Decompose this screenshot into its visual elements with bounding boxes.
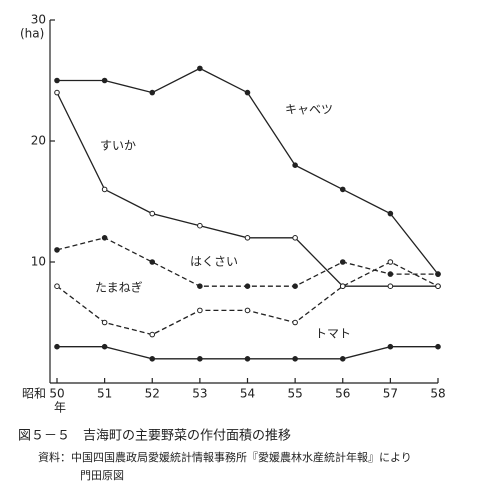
point [149, 210, 156, 217]
point [339, 259, 346, 265]
point [149, 356, 156, 362]
x-tick-label: 58 [430, 387, 445, 401]
x-suffix: 年 [54, 401, 66, 415]
point [149, 89, 156, 96]
point [197, 65, 203, 72]
x-tick-label: 57 [383, 387, 398, 401]
x-tick-label: 50 [49, 387, 64, 401]
point [244, 283, 251, 290]
point [101, 319, 108, 326]
x-tick-label: 51 [97, 387, 112, 401]
point [54, 343, 60, 350]
point [149, 331, 156, 338]
series-line [56, 92, 438, 287]
point [435, 343, 441, 350]
point [292, 319, 298, 326]
point [244, 89, 251, 96]
series-label: たまねぎ [95, 281, 143, 295]
x-tick-label: 55 [287, 387, 302, 401]
point [292, 235, 298, 241]
series-label: キャベツ [285, 103, 333, 117]
point [435, 283, 441, 290]
point [292, 283, 298, 290]
point [339, 356, 346, 362]
point [435, 271, 441, 277]
point [54, 283, 60, 290]
point [387, 259, 394, 265]
x-tick-label: 56 [335, 387, 350, 401]
point [244, 356, 251, 362]
point [292, 162, 298, 168]
series-label: トマト [315, 327, 351, 341]
point [54, 247, 60, 253]
x-tick-label: 53 [192, 387, 207, 401]
point [244, 307, 251, 314]
point [54, 77, 60, 84]
series-line [56, 237, 438, 287]
point [244, 235, 251, 241]
point [197, 283, 203, 290]
point [101, 343, 108, 350]
point [292, 356, 298, 362]
source: 資料：中国四国農政局愛媛統計情報事務所『愛媛農林水産統計年報』により [38, 450, 412, 464]
point [387, 283, 394, 290]
point [339, 283, 346, 290]
y-tick-label: 10 [31, 255, 46, 269]
point [101, 186, 108, 193]
point [197, 356, 203, 362]
author: 門田原図 [80, 469, 124, 482]
point [339, 186, 346, 193]
point [387, 343, 394, 350]
y-tick-label: 20 [31, 134, 46, 148]
y-unit: (ha) [20, 27, 44, 41]
y-tick-label: 30 [31, 13, 46, 27]
point [197, 222, 203, 229]
point [387, 271, 394, 277]
series-label: はくさい [190, 255, 238, 269]
point [101, 77, 108, 84]
series-line [56, 261, 439, 336]
series-label: すいか [100, 139, 136, 153]
x-tick-label: 52 [145, 387, 160, 401]
caption: 図５－５ 吉海町の主要野菜の作付面積の推移 [18, 429, 291, 444]
point [149, 259, 156, 265]
x-tick-label: 54 [240, 387, 255, 401]
point [387, 210, 394, 217]
point [197, 307, 203, 314]
point [101, 235, 108, 241]
point [54, 89, 60, 96]
x-prefix: 昭和 [22, 387, 46, 401]
